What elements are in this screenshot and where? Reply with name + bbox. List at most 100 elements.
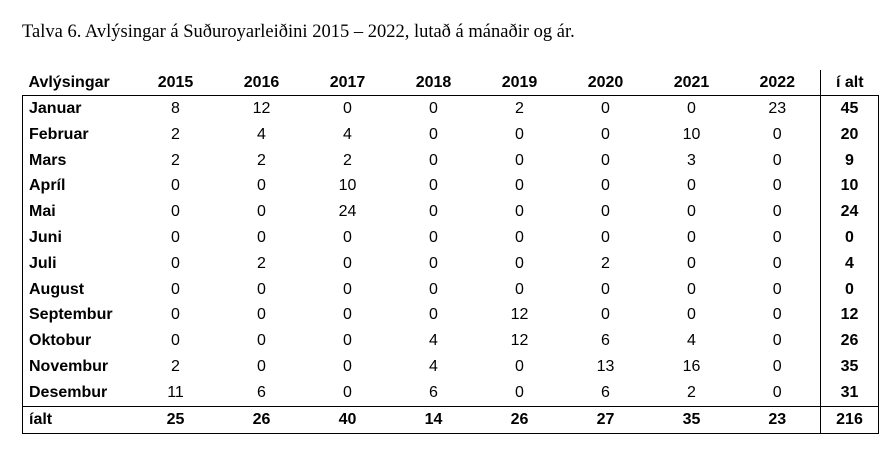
column-header-label: Avlýsingar [22,70,133,96]
table-cell: 0 [601,280,610,298]
table-cell: 0 [601,203,610,221]
column-header-year: 2017 [304,70,391,96]
table-cell: 0 [257,357,266,375]
row-total-cell: 31 [820,379,879,407]
table-row: Novembur 2 0 0 4 0 13 16 0 35 [22,353,879,380]
table-cell: 0 [343,280,352,298]
table-cell: 0 [429,177,438,195]
column-total-cell: 27 [562,405,649,434]
table-cell: 0 [772,228,782,246]
row-total-cell: 20 [820,121,879,148]
table-cell: 0 [772,151,782,169]
table-row: Desembur 11 6 0 6 0 6 2 0 31 [22,379,879,407]
table-cell: 0 [601,306,610,324]
row-total-cell: 12 [820,302,879,329]
month-label: Desembur [22,379,133,407]
column-total-cell: 25 [132,405,219,434]
table-row: Februar 2 4 4 0 0 0 10 0 20 [22,121,879,148]
table-cell: 0 [429,151,438,169]
month-label: Juli [22,250,133,277]
table-cell: 0 [257,332,266,350]
table-cell: 0 [648,94,735,122]
table-cell: 0 [772,332,782,350]
data-table: Avlýsingar 2015 2016 2017 2018 2019 2020 2021 20… [22,70,879,434]
month-label: Januar [22,94,133,122]
row-total-cell: 45 [820,94,879,122]
table-cell: 0 [772,280,782,298]
table-cell: 8 [132,94,219,122]
table-cell: 6 [257,383,266,401]
table-row: Mai 0 0 24 0 0 0 0 0 24 [22,199,879,225]
table-cell: 0 [601,177,610,195]
table-cell: 0 [257,203,266,221]
table-cell: 0 [257,228,266,246]
total-row-label: íalt [22,405,133,434]
column-header-year: 2015 [132,70,219,96]
row-total-cell: 24 [820,199,879,225]
table-cell: 3 [687,151,696,169]
table-cell: 0 [601,228,610,246]
month-label: Mai [22,199,133,225]
table-cell: 0 [687,228,696,246]
table-cell: 2 [343,151,352,169]
column-total-cell: 14 [390,405,477,434]
table-cell: 2 [171,125,180,143]
table-cell: 0 [515,383,524,401]
table-cell: 0 [171,332,180,350]
table-cell: 0 [343,228,352,246]
table-cell: 6 [601,383,610,401]
row-total-cell: 0 [820,224,879,251]
month-label: Oktobur [22,328,133,354]
table-cell: 2 [687,383,696,401]
month-label: August [22,276,133,303]
table-cell: 0 [171,306,180,324]
table-cell: 0 [515,151,524,169]
table-row: Mars 2 2 2 0 0 0 3 0 9 [22,147,879,174]
table-cell: 0 [390,94,477,122]
table-cell: 0 [687,306,696,324]
column-total-cell: 26 [218,405,305,434]
table-cell: 0 [772,125,782,143]
table-cell: 24 [338,203,357,221]
row-total-cell: 4 [820,250,879,277]
month-label: Septembur [22,302,133,329]
table-cell: 23 [734,94,821,122]
table-cell: 0 [687,254,696,272]
table-cell: 6 [429,383,438,401]
header-row: Avlýsingar 2015 2016 2017 2018 2019 2020 2021 20… [22,70,879,96]
column-header-year: 2021 [648,70,735,96]
table-cell: 0 [429,254,438,272]
table-row: Januar 8 12 0 0 2 0 0 23 45 [22,94,879,122]
row-total-cell: 26 [820,328,879,354]
table-cell: 10 [682,125,701,143]
table-row: Septembur 0 0 0 0 12 0 0 0 12 [22,302,879,329]
table-cell: 0 [257,306,266,324]
month-label: Mars [22,147,133,174]
table-cell: 16 [682,357,701,375]
table-cell: 4 [687,332,696,350]
table-cell: 2 [601,254,610,272]
month-label: Februar [22,121,133,148]
table-cell: 0 [772,357,782,375]
table-cell: 6 [601,332,610,350]
table-cell: 12 [510,332,529,350]
table-cell: 0 [772,306,782,324]
table-cell: 0 [257,177,266,195]
column-header-year: 2018 [390,70,477,96]
column-header-year: 2022 [734,70,821,96]
table-cell: 10 [338,177,357,195]
table-cell: 0 [515,125,524,143]
column-total-cell: 35 [648,405,735,434]
table-cell: 0 [429,228,438,246]
table-cell: 12 [218,94,305,122]
table-cell: 2 [476,94,563,122]
table-cell: 0 [304,94,391,122]
table-cell: 0 [343,254,352,272]
table-cell: 0 [772,203,782,221]
column-total-cell: 40 [304,405,391,434]
column-header-year: 2016 [218,70,305,96]
table-cell: 0 [515,254,524,272]
table-row: Juli 0 2 0 0 0 2 0 0 4 [22,250,879,277]
data-table-container: Avlýsingar 2015 2016 2017 2018 2019 2020 2021 20… [22,70,879,434]
column-total-cell: 26 [476,405,563,434]
